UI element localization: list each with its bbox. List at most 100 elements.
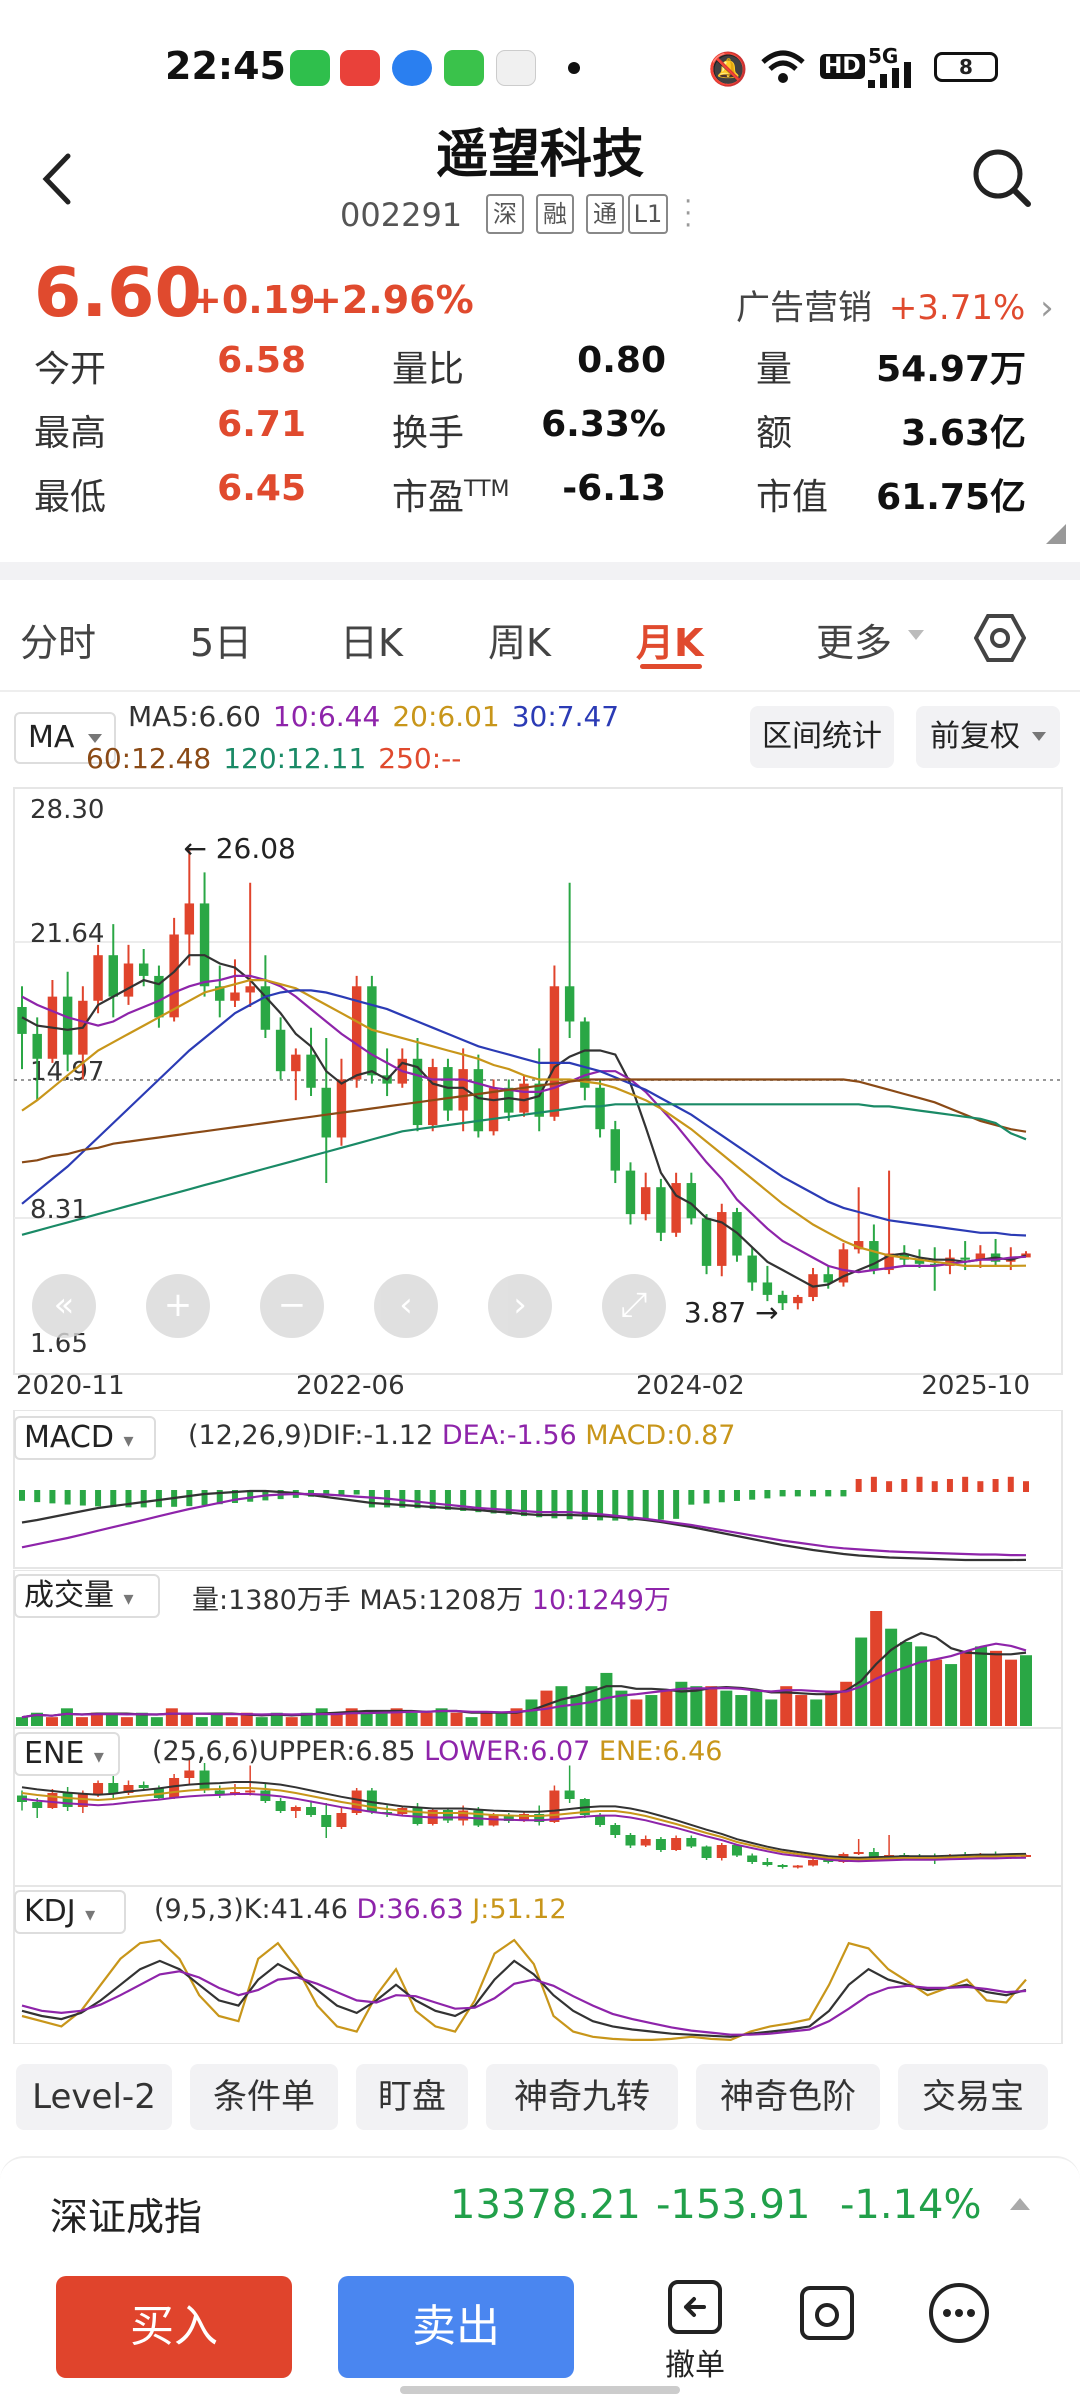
tab-1[interactable]: 5日 <box>190 621 253 665</box>
macd-bar <box>870 1476 877 1492</box>
macd-bar <box>201 1490 208 1506</box>
macd-bar <box>95 1490 102 1507</box>
low-annotation: 3.87 → <box>684 1296 779 1329</box>
adjust-button[interactable]: 前复权 <box>916 706 1060 768</box>
ene-candle-body <box>108 1783 119 1793</box>
candle-body <box>260 986 271 1030</box>
candle-body <box>914 1259 925 1264</box>
candle-body <box>671 1183 681 1233</box>
kdj-select[interactable]: KDJ ▾ <box>14 1890 126 1934</box>
sector-link[interactable]: 广告营销 +3.71% › <box>736 280 1054 329</box>
macd-panel[interactable] <box>0 1410 1080 1570</box>
ene-candle-body <box>640 1839 651 1846</box>
stat-value: 61.75亿 <box>876 477 1026 518</box>
tool-button-2[interactable]: 盯盘 <box>356 2064 468 2130</box>
ene-candle-body <box>290 1807 301 1811</box>
macd-bar <box>977 1481 984 1492</box>
ma-indicator-select[interactable]: MA <box>14 712 116 764</box>
candle-body <box>519 1083 529 1113</box>
candle-body <box>717 1212 727 1266</box>
ma-value: 30:7.47 <box>511 700 620 733</box>
candle-body <box>32 1033 42 1059</box>
zoom-control-2[interactable]: − <box>260 1274 324 1338</box>
high-annotation: ← 26.08 <box>183 832 296 865</box>
zoom-control-4[interactable]: › <box>488 1274 552 1338</box>
ene-select[interactable]: ENE ▾ <box>14 1732 120 1776</box>
calendar-app-icon <box>496 50 536 86</box>
tool-button-4[interactable]: 神奇色阶 <box>696 2064 880 2130</box>
more-dots-icon[interactable]: · · · <box>684 187 693 241</box>
zoom-control-3[interactable]: ‹ <box>374 1274 438 1338</box>
ma-value: 250:-- <box>378 742 462 775</box>
volume-select[interactable]: 成交量 ▾ <box>14 1574 160 1618</box>
stat-label: 最高 <box>34 413 107 454</box>
macd-bar <box>901 1479 908 1492</box>
volume-bar <box>675 1681 688 1726</box>
sell-button[interactable]: 卖出 <box>338 2276 574 2378</box>
stat-value: 54.97万 <box>876 349 1026 390</box>
ene-candle-body <box>808 1860 819 1866</box>
ene-lower: LOWER:6.07 <box>424 1736 591 1767</box>
candle-body <box>945 1257 955 1266</box>
search-icon[interactable] <box>970 146 1034 214</box>
volume-bar <box>750 1690 763 1726</box>
volume-bar <box>330 1712 343 1726</box>
volume-bar <box>405 1712 418 1726</box>
volume-ma10: 10:1249万 <box>531 1585 671 1616</box>
macd-dea-line <box>21 1492 1027 1557</box>
macd-select[interactable]: MACD ▾ <box>14 1416 156 1460</box>
more-options-icon[interactable] <box>926 2280 992 2350</box>
buy-button[interactable]: 买入 <box>56 2276 292 2378</box>
kdj-panel[interactable] <box>0 1886 1080 2044</box>
zoom-control-0[interactable]: « <box>32 1274 96 1338</box>
ma-line-ma20 <box>21 979 1027 1267</box>
condition-order-icon[interactable] <box>796 2282 858 2348</box>
status-bar: 22:45 🔕 HD 5G 8 <box>0 0 1080 130</box>
macd-bar <box>992 1479 999 1492</box>
browser-app-icon <box>392 50 432 86</box>
macd-bar <box>810 1490 817 1497</box>
tool-button-1[interactable]: 条件单 <box>190 2064 338 2130</box>
kdj-k-line <box>21 1959 1027 2038</box>
candle-body <box>686 1183 697 1219</box>
ene-candle-body <box>62 1793 73 1807</box>
tool-button-3[interactable]: 神奇九转 <box>486 2064 678 2130</box>
tag-rong: 融 <box>536 194 574 234</box>
zoom-control-1[interactable]: + <box>146 1274 210 1338</box>
tab-5[interactable]: 更多 <box>816 621 893 665</box>
wechat-app-icon <box>444 50 484 86</box>
cancel-order-button[interactable]: 撤单 <box>660 2276 730 2386</box>
settings-hexagon-icon[interactable] <box>973 612 1027 668</box>
tab-4[interactable]: 月K <box>636 621 704 665</box>
volume-bar <box>420 1712 433 1726</box>
ene-candle-body <box>321 1815 332 1827</box>
stat-label: 量比 <box>392 349 465 390</box>
candle-body <box>306 1054 316 1088</box>
more-dropdown-arrow-icon <box>908 630 924 640</box>
macd-bar <box>642 1490 649 1521</box>
zoom-control-5[interactable]: ⤢ <box>602 1274 666 1338</box>
macd-bar <box>916 1476 923 1492</box>
tool-button-0[interactable]: Level-2 <box>16 2064 172 2130</box>
macd-bar <box>444 1490 451 1510</box>
tool-button-5[interactable]: 交易宝 <box>898 2064 1048 2130</box>
tab-3[interactable]: 周K <box>488 621 551 665</box>
volume-bar <box>795 1695 808 1726</box>
expand-up-icon[interactable] <box>1010 2198 1030 2210</box>
index-value: 13378.21 <box>450 2182 641 2228</box>
volume-bar <box>885 1628 898 1726</box>
range-stats-button[interactable]: 区间统计 <box>750 706 894 768</box>
ene-panel[interactable] <box>0 1728 1080 1886</box>
tab-2[interactable]: 日K <box>340 621 403 665</box>
ene-candle-body <box>458 1810 469 1821</box>
index-ticker[interactable]: 深证成指 13378.21 -153.91 -1.14% <box>0 2156 1080 2256</box>
volume-panel[interactable] <box>0 1570 1080 1728</box>
home-indicator <box>400 2386 680 2394</box>
macd-dea: DEA:-1.56 <box>441 1420 577 1451</box>
tab-0[interactable]: 分时 <box>20 621 97 665</box>
ene-candle-body <box>442 1810 453 1821</box>
volume-bar <box>465 1717 478 1726</box>
back-icon[interactable] <box>38 150 88 210</box>
panel-frame <box>13 1886 1063 2044</box>
